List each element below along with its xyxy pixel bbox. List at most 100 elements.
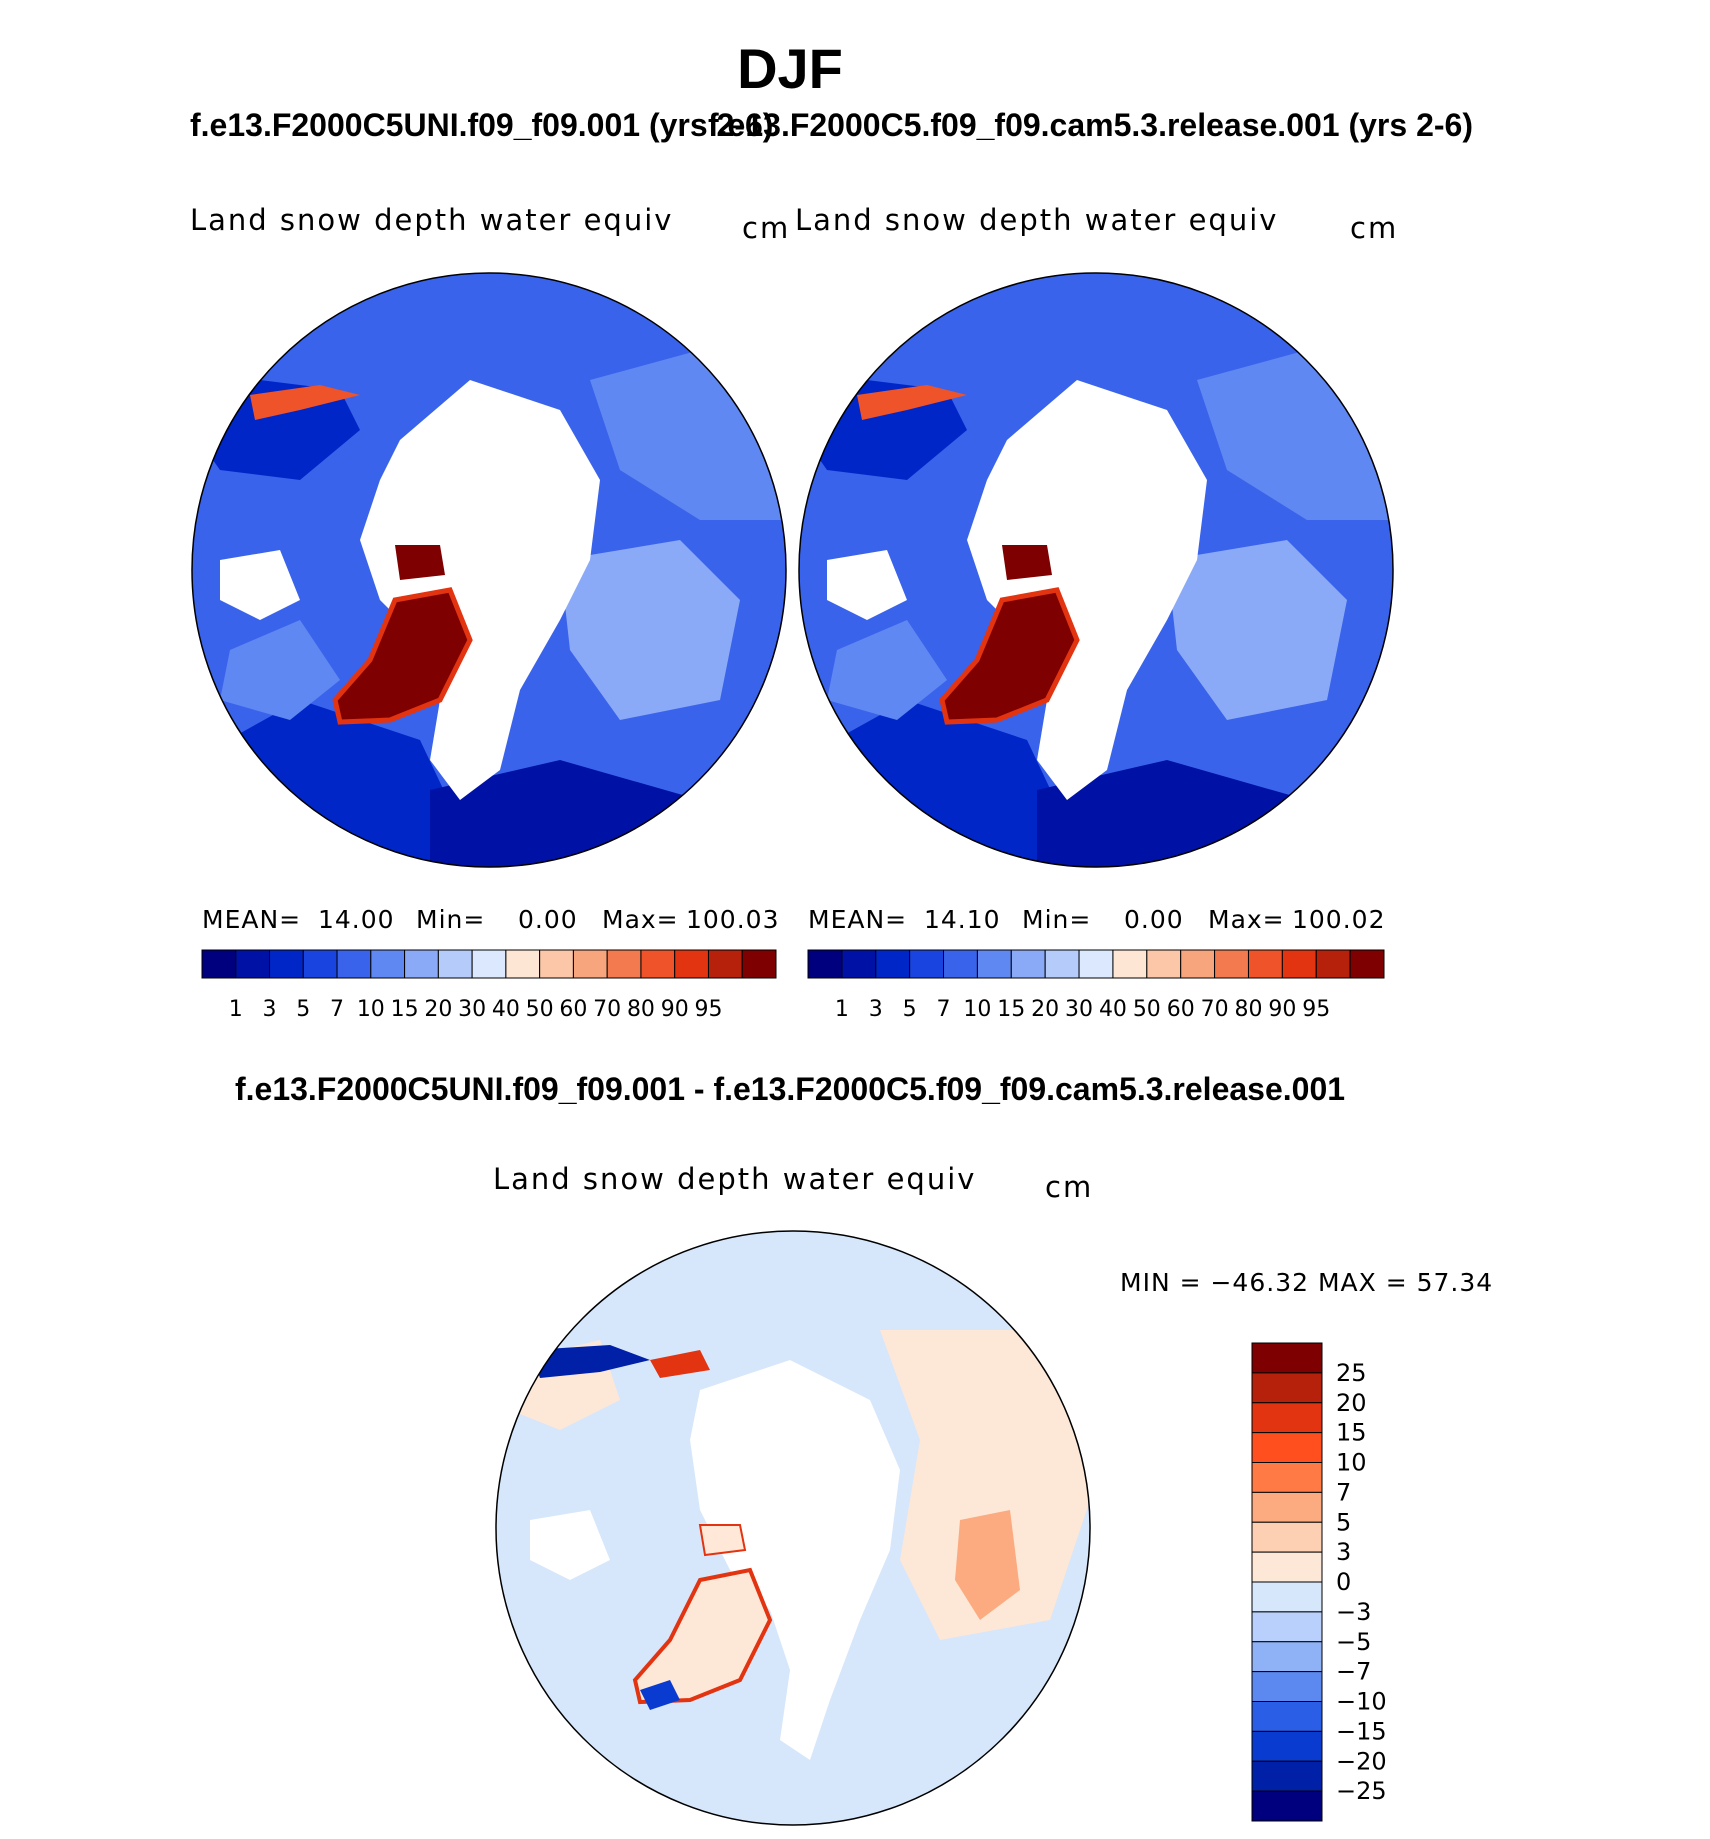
diff-colorbar-swatch — [1251, 1462, 1323, 1493]
left-min-value: 0.00 — [518, 905, 578, 934]
right-colorbar-swatch — [943, 949, 978, 979]
left-colorbar-swatch — [269, 949, 304, 979]
left-colorbar-tick-label: 3 — [263, 997, 277, 1022]
right-colorbar-swatch — [1214, 949, 1249, 979]
right-colorbar-swatch — [1010, 949, 1046, 979]
right-colorbar-swatch — [1349, 949, 1385, 979]
left-colorbar-tick-label: 90 — [661, 997, 689, 1022]
diff-colorbar-tick-label: −3 — [1336, 1598, 1371, 1626]
diff-colorbar-tick-label: −25 — [1336, 1777, 1387, 1805]
right-variable-title: Land snow depth water equiv — [795, 203, 1279, 237]
right-colorbar-swatch — [909, 949, 945, 979]
right-min-label: Min= — [1022, 905, 1092, 934]
left-colorbar-swatch — [370, 949, 406, 979]
left-colorbar-tick-label: 95 — [694, 997, 722, 1022]
left-colorbar-swatch — [741, 949, 777, 979]
diff-map-border — [495, 1230, 1091, 1826]
diff-colorbar-swatch — [1251, 1611, 1323, 1643]
diff-colorbar-tick-label: 3 — [1336, 1538, 1351, 1566]
right-colorbar-tick-label: 7 — [937, 997, 951, 1022]
left-colorbar-swatch — [674, 949, 709, 979]
right-colorbar-swatch — [1044, 949, 1080, 979]
left-colorbar-swatch — [302, 949, 338, 979]
diff-colorbar-tick-label: 10 — [1336, 1449, 1367, 1477]
right-eurasia-light — [1167, 540, 1347, 720]
left-colorbar-tick-label: 50 — [526, 997, 554, 1022]
diff-alaska-positive-band — [650, 1350, 710, 1378]
left-units: cm — [742, 211, 791, 245]
left-eurasia-light — [560, 540, 740, 720]
left-colorbar-swatch — [539, 949, 574, 979]
right-arctic-ocean — [967, 380, 1207, 800]
diff-colorbar-tick-label: −20 — [1336, 1747, 1387, 1775]
diff-ellesmere — [698, 1524, 747, 1557]
diff-colorbar-tick-label: 5 — [1336, 1508, 1351, 1536]
diff-greenland-negative — [640, 1680, 680, 1710]
diff-colorbar-swatch — [1251, 1760, 1323, 1792]
diff-colorbar-swatch — [1251, 1342, 1323, 1374]
left-colorbar-tick-label: 80 — [627, 997, 655, 1022]
left-colorbar-swatch — [707, 949, 743, 979]
left-colorbar-swatch — [201, 949, 237, 979]
right-run-title: f.e13.F2000C5.f09_f09.cam5.3.release.001… — [708, 107, 1473, 143]
right-max-value: 100.02 — [1292, 905, 1386, 934]
left-colorbar-tick-label: 7 — [330, 997, 344, 1022]
right-colorbar-swatch — [1281, 949, 1317, 979]
diff-colorbar-swatch — [1251, 1372, 1323, 1404]
left-colorbar-swatch — [572, 949, 608, 979]
right-colorbar-tick-label: 50 — [1133, 997, 1161, 1022]
right-alaska-red-band — [857, 385, 967, 420]
left-colorbar-tick-label: 40 — [492, 997, 520, 1022]
left-colorbar-swatch — [505, 949, 541, 979]
left-map — [191, 272, 787, 868]
diff-units: cm — [1045, 1170, 1094, 1204]
right-colorbar-tick-label: 95 — [1302, 997, 1330, 1022]
right-min-value: 0.00 — [1124, 905, 1184, 934]
left-colorbar-tick-label: 60 — [559, 997, 587, 1022]
diff-siberia-positive-core — [955, 1510, 1020, 1620]
left-colorbar-swatch — [404, 949, 439, 979]
diff-run-title: f.e13.F2000C5UNI.f09_f09.001 - f.e13.F20… — [234, 1071, 1346, 1107]
diff-colorbar-swatch — [1251, 1730, 1323, 1762]
right-colorbar-tick-label: 60 — [1167, 997, 1195, 1022]
left-colorbar-swatch — [471, 949, 507, 979]
left-hudson-bay — [220, 550, 300, 620]
left-colorbar: 1 3 5 7 10 15 20 30 40 50 60 70 80 90 95 — [201, 949, 777, 1022]
right-colorbar-tick-label: 90 — [1268, 997, 1296, 1022]
right-colorbar-swatch — [1247, 949, 1283, 979]
right-hudson-bay — [827, 550, 907, 620]
left-colorbar-tick-label: 20 — [424, 997, 452, 1022]
left-colorbar-swatch — [437, 949, 473, 979]
diff-colorbar-tick-label: 7 — [1336, 1478, 1351, 1506]
left-map-border — [191, 272, 787, 868]
diff-colorbar-tick-label: 20 — [1336, 1389, 1367, 1417]
left-colorbar-tick-label: 30 — [458, 997, 486, 1022]
diff-colorbar-tick-label: −10 — [1336, 1688, 1387, 1716]
right-colorbar-swatch — [1112, 949, 1148, 979]
diff-colorbar-swatch — [1251, 1402, 1323, 1434]
left-colorbar-swatch — [336, 949, 372, 979]
diff-colorbar-tick-label: 25 — [1336, 1359, 1367, 1387]
diff-colorbar-swatch — [1251, 1551, 1323, 1583]
right-mean-value: 14.10 — [924, 905, 1001, 934]
right-canada-light — [827, 620, 947, 720]
right-colorbar-swatch — [875, 949, 911, 979]
diff-variable-title: Land snow depth water equiv — [493, 1162, 977, 1196]
diff-siberia-positive — [880, 1330, 1090, 1640]
diff-colorbar-swatch — [1251, 1701, 1323, 1732]
right-colorbar-swatch — [1078, 949, 1114, 979]
diff-colorbar-tick-label: 15 — [1336, 1419, 1367, 1447]
left-max-label: Max= — [602, 905, 679, 934]
left-canada-light — [220, 620, 340, 720]
left-run-title: f.e13.F2000C5UNI.f09_f09.001 (yrs 2-6) — [190, 107, 774, 143]
right-colorbar-tick-label: 3 — [869, 997, 883, 1022]
diff-hudson-bay — [530, 1510, 610, 1580]
diff-colorbar-swatch — [1251, 1641, 1323, 1673]
right-colorbar-swatch — [1315, 949, 1351, 979]
diff-map — [495, 1230, 1091, 1826]
right-colorbar: 1 3 5 7 10 15 20 30 40 50 60 70 80 90 95 — [807, 949, 1385, 1022]
left-max-value: 100.03 — [686, 905, 780, 934]
diff-greenland — [632, 1567, 773, 1705]
right-ellesmere — [1002, 545, 1052, 580]
